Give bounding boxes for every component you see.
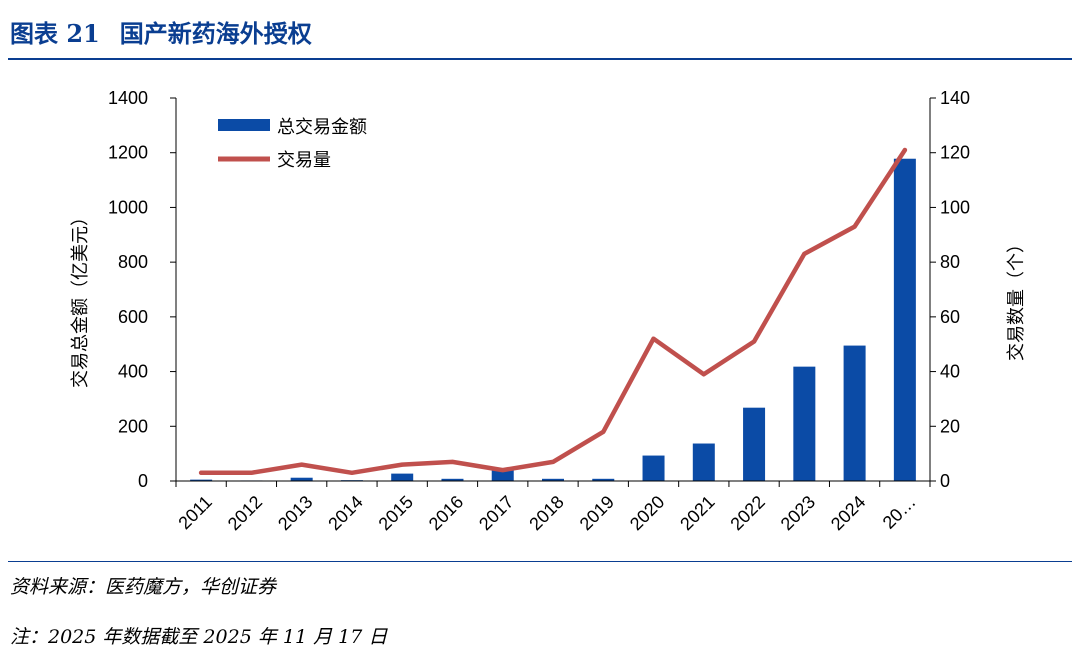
x-tick-label: 2015 xyxy=(375,492,417,534)
y-right-tick-label: 100 xyxy=(940,197,970,217)
y-right-tick-label: 40 xyxy=(940,362,960,382)
legend: 总交易金额 交易量 xyxy=(218,117,367,170)
y-right-tick-label: 20 xyxy=(940,416,960,436)
y-right-tick-label: 140 xyxy=(940,88,970,108)
line-point-2012 xyxy=(249,470,254,475)
bar-20… xyxy=(893,158,916,482)
line-point-2021 xyxy=(701,372,706,377)
legend-bar-label: 总交易金额 xyxy=(277,117,367,137)
y-left-tick-label: 200 xyxy=(118,416,148,436)
line-point-2020 xyxy=(651,336,656,341)
bar-2019 xyxy=(592,478,615,481)
line-point-2011 xyxy=(199,470,204,475)
line-point-2022 xyxy=(752,339,757,344)
y-left-tick-label: 1200 xyxy=(108,143,148,163)
chart: 0 200 400 600 800 1000 1200 1400 0 20 40 60 80 100 120… xyxy=(70,88,1026,534)
line-point-2023 xyxy=(802,251,807,256)
bar-2017 xyxy=(491,469,514,481)
y-left-tick-label: 1400 xyxy=(108,88,148,108)
x-tick-label: 2018 xyxy=(525,492,567,534)
y-left-tick-label: 800 xyxy=(118,252,148,272)
line-point-2017 xyxy=(500,468,505,473)
footnote: 注：2025 年数据截至 2025 年 11 月 17 日 xyxy=(10,626,388,648)
bar-2020 xyxy=(642,455,665,481)
x-tick-label: 2014 xyxy=(324,492,366,534)
bar-2022 xyxy=(743,407,766,481)
x-tick-label: 2012 xyxy=(224,492,266,534)
bar-2013 xyxy=(290,477,313,481)
bar-2023 xyxy=(793,366,816,481)
bar-2024 xyxy=(843,345,866,481)
bar-2021 xyxy=(692,443,715,481)
x-tick-label: 20… xyxy=(879,492,920,533)
line-point-2016 xyxy=(450,459,455,464)
x-tick-label: 2020 xyxy=(626,492,668,534)
line-point-2015 xyxy=(400,462,405,467)
line-point-2024 xyxy=(852,224,857,229)
figure-number: 图表 21 xyxy=(10,19,100,48)
source-note: 资料来源：医药魔方，华创证券 xyxy=(10,576,277,598)
figure-title: 图表 21 国产新药海外授权 xyxy=(10,14,312,49)
line-point-20… xyxy=(902,147,907,152)
y-left-axis-label: 交易总金额（亿美元） xyxy=(70,208,90,388)
x-tick-label: 2016 xyxy=(425,492,467,534)
line-point-2018 xyxy=(551,459,555,464)
y-left-tick-label: 1000 xyxy=(108,197,148,217)
title-divider xyxy=(8,58,1072,60)
x-tick-label: 2022 xyxy=(726,492,768,534)
legend-bar-swatch xyxy=(218,119,270,131)
legend-line-label: 交易量 xyxy=(277,150,331,170)
y-right-axis-label: 交易数量（个） xyxy=(1006,235,1026,361)
bar-2011 xyxy=(190,479,213,481)
x-tick-label: 2013 xyxy=(274,492,316,534)
footer-divider xyxy=(8,561,1072,562)
y-right-tick-label: 80 xyxy=(940,252,960,272)
line-point-2019 xyxy=(601,429,606,434)
bar-2018 xyxy=(542,478,564,481)
y-left-tick-label: 600 xyxy=(118,307,148,327)
line-point-2014 xyxy=(349,470,354,475)
x-tick-label: 2023 xyxy=(777,492,819,534)
line-point-2013 xyxy=(299,462,304,467)
bar-2015 xyxy=(391,473,414,481)
x-tick-label: 2021 xyxy=(676,492,718,534)
y-left-tick-label: 400 xyxy=(118,362,148,382)
y-left-tick-label: 0 xyxy=(138,471,148,491)
bar-2016 xyxy=(441,478,464,481)
x-tick-label: 2017 xyxy=(475,492,517,534)
x-tick-label: 2024 xyxy=(827,492,869,534)
figure-title-text: 国产新药海外授权 xyxy=(119,19,312,48)
x-tick-label: 2019 xyxy=(576,492,618,534)
plot-area: 0 200 400 600 800 1000 1200 1400 0 20 40 60 80 100 120… xyxy=(108,88,970,534)
y-right-tick-label: 60 xyxy=(940,307,960,327)
y-right-tick-label: 120 xyxy=(940,143,970,163)
y-right-tick-label: 0 xyxy=(940,471,950,491)
x-tick-label: 2011 xyxy=(174,492,216,534)
